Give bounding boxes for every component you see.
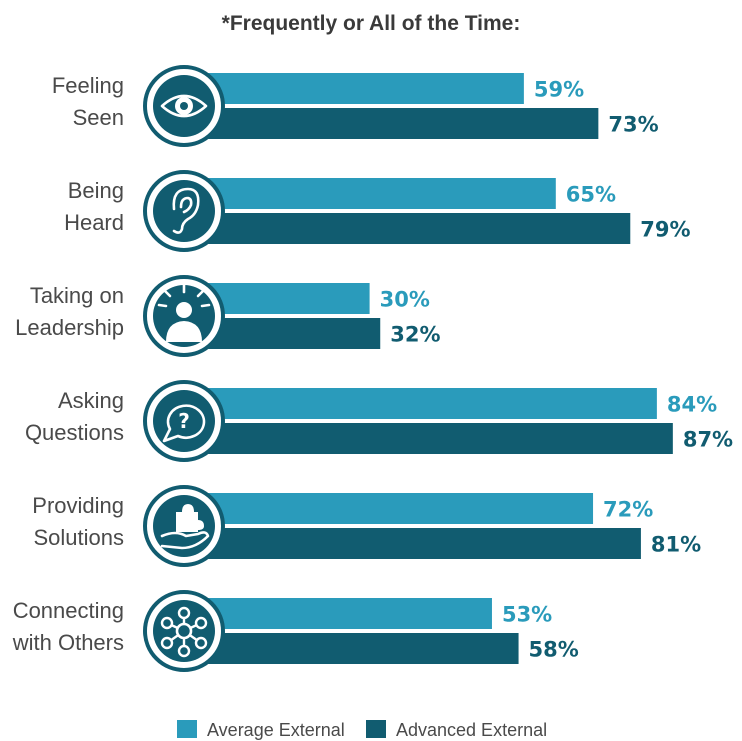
data-label: 73%: [608, 113, 658, 137]
question-bubble-icon: ?: [143, 380, 225, 462]
data-label: 79%: [640, 218, 690, 242]
category-label: with Others: [12, 630, 124, 655]
bar: [205, 283, 370, 314]
ear-icon: [143, 170, 225, 252]
eye-icon: [143, 65, 225, 147]
bar: [205, 108, 599, 139]
category-label: Leadership: [15, 315, 124, 340]
hand-puzzle-icon: [143, 485, 225, 567]
chart-row: 53% 58% Connecting with Others: [12, 590, 579, 672]
data-label: 84%: [667, 393, 717, 417]
legend-entry: Advanced External: [366, 720, 547, 740]
bar: [205, 178, 556, 209]
bar: [205, 598, 492, 629]
data-label: 81%: [651, 533, 701, 557]
leader-icon: [143, 275, 225, 357]
bar: [205, 73, 524, 104]
bar: [205, 528, 641, 559]
data-label: 30%: [380, 288, 430, 312]
category-label: Solutions: [33, 525, 124, 550]
data-label: 65%: [566, 183, 616, 207]
chart-row: 84% 87%? Asking Questions: [25, 380, 733, 462]
legend-swatch: [177, 720, 197, 738]
category-label: Feeling: [52, 73, 124, 98]
category-label: Seen: [73, 105, 124, 130]
category-label: Questions: [25, 420, 124, 445]
data-label: 87%: [683, 428, 733, 452]
chart-title: *Frequently or All of the Time:: [222, 12, 521, 35]
category-label: Asking: [58, 388, 124, 413]
legend-entry: Average External: [177, 720, 345, 740]
chart-rows: 59% 73% Feeling Seen 65% 79% Being Heard 30% 32% T…: [12, 65, 733, 672]
legend-swatch: [366, 720, 386, 738]
category-label: Being: [68, 178, 124, 203]
svg-text:?: ?: [178, 409, 190, 433]
category-label: Providing: [32, 493, 124, 518]
data-label: 58%: [529, 638, 579, 662]
chart-row: 30% 32% Taking on Leadership: [15, 275, 441, 357]
bar: [205, 493, 594, 524]
legend-label: Average External: [207, 720, 345, 740]
bar: [205, 633, 519, 664]
bar: [205, 423, 673, 454]
data-label: 72%: [603, 498, 653, 522]
category-label: Heard: [64, 210, 124, 235]
legend-label: Advanced External: [396, 720, 547, 740]
chart-row: 59% 73% Feeling Seen: [52, 65, 659, 147]
chart-row: 65% 79% Being Heard: [64, 170, 691, 252]
bar: [205, 318, 381, 349]
network-icon: [143, 590, 225, 672]
data-label: 59%: [534, 78, 584, 102]
chart-row: 72% 81% Providing Solutions: [32, 485, 701, 567]
data-label: 32%: [390, 323, 440, 347]
category-label: Taking on: [30, 283, 124, 308]
bar: [205, 213, 631, 244]
category-label: Connecting: [13, 598, 124, 623]
data-label: 53%: [502, 603, 552, 627]
bar: [205, 388, 657, 419]
legend: Average External Advanced External: [177, 720, 547, 740]
